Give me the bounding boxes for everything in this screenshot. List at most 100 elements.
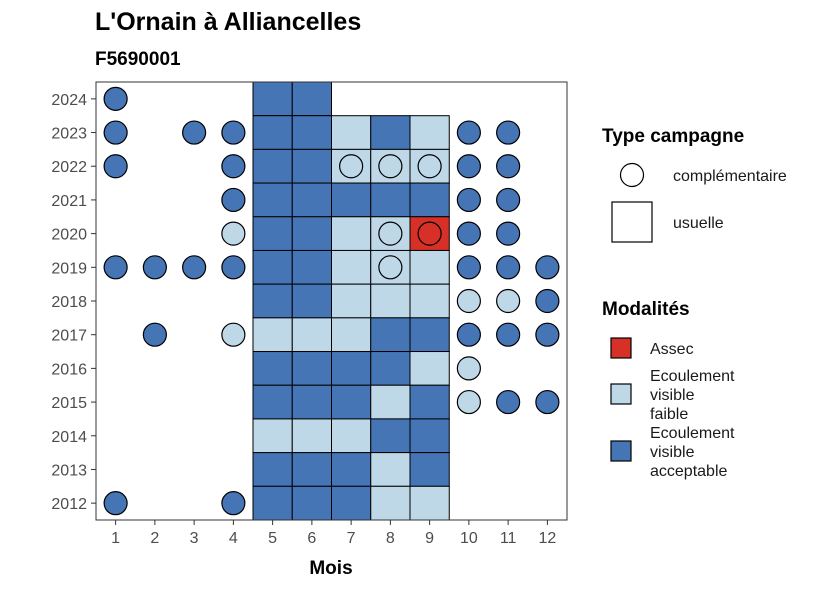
- y-tick-label-2024: 2024: [51, 92, 87, 109]
- y-tick-label-2016: 2016: [51, 361, 87, 378]
- cell-2013-5: [252, 452, 293, 487]
- legend-key-2: [610, 440, 632, 462]
- point-2022-4: [221, 154, 246, 179]
- x-tick-label-10: 10: [460, 530, 478, 547]
- legend-modalites-label-1: Ecoulement visible faible: [650, 368, 735, 423]
- x-tick-label-7: 7: [347, 530, 356, 547]
- point-2020-8: [378, 221, 403, 246]
- point-2016-10: [456, 356, 481, 381]
- cell-2018-9: [409, 283, 450, 319]
- cell-2017-7: [331, 317, 372, 353]
- x-axis-title: Mois: [309, 558, 352, 579]
- point-2020-9: [417, 221, 442, 246]
- x-tick-label-6: 6: [307, 530, 316, 547]
- y-tick-label-2012: 2012: [51, 496, 87, 513]
- cell-2019-7: [331, 249, 372, 285]
- point-2023-4: [221, 120, 246, 145]
- cell-2022-5: [252, 148, 293, 184]
- y-tick-label-2017: 2017: [51, 328, 87, 345]
- cell-2013-6: [291, 452, 332, 487]
- point-2022-8: [378, 154, 403, 179]
- y-tick-label-2020: 2020: [51, 227, 87, 244]
- y-tick-label-2023: 2023: [51, 126, 87, 143]
- cell-2014-8: [370, 418, 411, 454]
- point-2017-12: [535, 322, 560, 347]
- point-2020-4: [221, 221, 246, 246]
- cell-2013-9: [409, 452, 450, 487]
- point-2019-3: [182, 255, 207, 280]
- cell-2018-7: [331, 283, 372, 319]
- point-2020-11: [496, 221, 521, 246]
- cell-2015-6: [291, 384, 332, 420]
- cell-2018-6: [291, 283, 332, 319]
- point-2021-11: [496, 187, 521, 213]
- cell-2024-5: [252, 81, 293, 117]
- legend-key-1: [610, 383, 632, 405]
- cell-2016-9: [409, 351, 450, 386]
- cell-2018-5: [252, 283, 293, 319]
- cell-2014-7: [331, 418, 372, 454]
- point-2022-10: [456, 154, 481, 179]
- cell-2023-9: [409, 115, 450, 150]
- y-tick-label-2018: 2018: [51, 294, 87, 311]
- point-2012-1: [103, 491, 128, 516]
- cell-2014-5: [252, 418, 293, 454]
- cell-2022-6: [291, 148, 332, 184]
- point-2020-10: [456, 221, 481, 246]
- cell-2023-5: [252, 115, 293, 150]
- legend-type-campagne: Type campagne complémentaire usuelle: [602, 126, 787, 243]
- point-2018-10: [456, 288, 481, 314]
- cell-2023-8: [370, 115, 411, 150]
- x-tick-label-3: 3: [190, 530, 199, 547]
- legend-key-0: [610, 337, 632, 359]
- x-tick-label-2: 2: [150, 530, 159, 547]
- cell-2016-8: [370, 351, 411, 386]
- point-2019-11: [496, 255, 521, 280]
- cell-2019-9: [409, 249, 450, 285]
- x-tick-label-9: 9: [425, 530, 434, 547]
- cell-2021-8: [370, 182, 411, 218]
- point-2015-12: [535, 389, 560, 415]
- point-2018-12: [535, 288, 560, 314]
- point-2023-11: [496, 120, 521, 145]
- cell-2023-6: [291, 115, 332, 150]
- legend-type-title: Type campagne: [602, 126, 744, 147]
- cell-2021-7: [331, 182, 372, 218]
- point-2017-11: [496, 322, 521, 347]
- x-tick-label-1: 1: [111, 530, 120, 547]
- point-2015-11: [496, 389, 521, 415]
- cell-2020-7: [331, 216, 372, 251]
- cell-2020-6: [291, 216, 332, 251]
- cell-2020-5: [252, 216, 293, 251]
- cell-2013-8: [370, 452, 411, 487]
- point-2018-11: [496, 288, 521, 314]
- legend-modalites: Modalités Assec Ecoulement visible faibleEco…: [602, 299, 735, 480]
- point-2022-9: [417, 154, 442, 179]
- point-2021-10: [456, 187, 481, 213]
- point-2019-12: [535, 255, 560, 280]
- legend-modalites-title: Modalités: [602, 299, 690, 320]
- y-tick-label-2013: 2013: [51, 462, 87, 479]
- legend-circle-key: [619, 162, 645, 188]
- cell-2015-5: [252, 384, 293, 420]
- x-tick-label-8: 8: [386, 530, 395, 547]
- point-2019-1: [103, 255, 128, 280]
- point-2019-4: [221, 255, 246, 280]
- point-2023-10: [456, 120, 481, 145]
- point-2022-11: [496, 154, 521, 179]
- cell-2015-9: [409, 384, 450, 420]
- y-tick-label-2014: 2014: [51, 429, 87, 446]
- cell-2016-5: [252, 351, 293, 386]
- cell-2019-5: [252, 249, 293, 285]
- point-2017-4: [221, 322, 246, 347]
- cell-2017-8: [370, 317, 411, 353]
- y-tick-label-2015: 2015: [51, 395, 87, 412]
- y-tick-label-2022: 2022: [51, 159, 87, 176]
- point-2012-4: [221, 491, 246, 516]
- point-2019-10: [456, 255, 481, 280]
- x-tick-label-4: 4: [229, 530, 238, 547]
- chart-subtitle: F5690001: [95, 49, 181, 70]
- point-2019-8: [378, 255, 403, 280]
- cell-2014-9: [409, 418, 450, 454]
